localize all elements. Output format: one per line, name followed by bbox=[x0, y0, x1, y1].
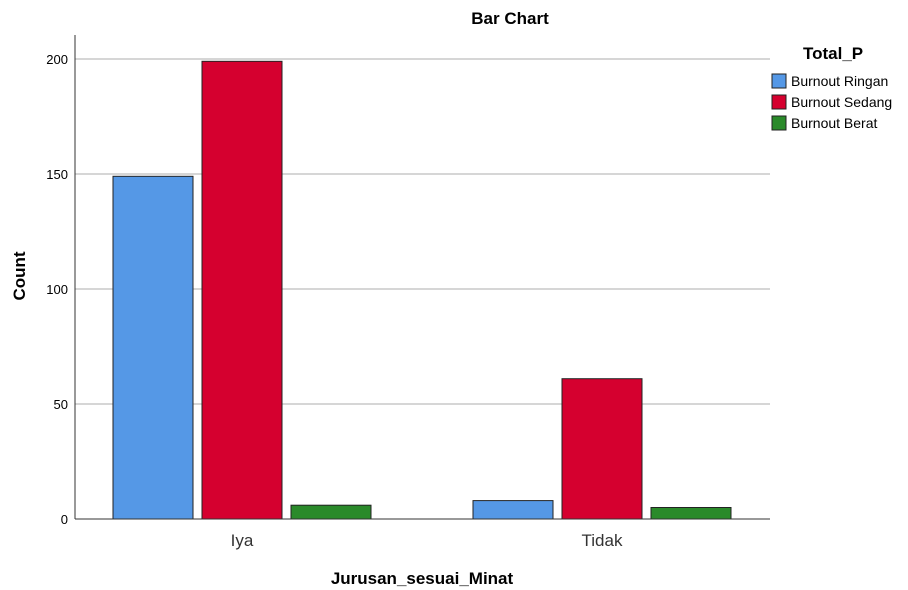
legend-title: Total_P bbox=[803, 44, 863, 63]
x-category-label: Tidak bbox=[582, 531, 623, 550]
bar-iya-burnout-ringan bbox=[112, 175, 194, 520]
legend-label: Burnout Ringan bbox=[791, 73, 888, 89]
legend-label: Burnout Sedang bbox=[791, 94, 892, 110]
axes bbox=[74, 35, 770, 520]
bars bbox=[112, 60, 732, 520]
bar-tidak-burnout-ringan bbox=[472, 500, 554, 520]
y-tick-label: 100 bbox=[46, 282, 68, 297]
y-tick-label: 150 bbox=[46, 167, 68, 182]
y-axis-title: Count bbox=[10, 251, 29, 300]
y-tick-labels: 0 50 100 150 200 bbox=[46, 52, 68, 527]
legend-swatch bbox=[771, 94, 787, 110]
x-category-label: Iya bbox=[231, 531, 254, 550]
bar-iya-burnout-sedang bbox=[201, 60, 283, 520]
bar-tidak-burnout-berat bbox=[650, 507, 732, 520]
bar-tidak-burnout-sedang bbox=[561, 378, 643, 520]
y-tick-label: 200 bbox=[46, 52, 68, 67]
x-category-labels: Iya Tidak bbox=[231, 531, 623, 550]
chart-title: Bar Chart bbox=[471, 9, 549, 28]
legend: Total_P Burnout Ringan Burnout Sedang Burn… bbox=[771, 44, 892, 131]
legend-swatch bbox=[771, 73, 787, 89]
legend-label: Burnout Berat bbox=[791, 115, 877, 131]
y-tick-label: 50 bbox=[54, 397, 68, 412]
bar-iya-burnout-berat bbox=[290, 504, 372, 520]
y-tick-label: 0 bbox=[61, 512, 68, 527]
x-axis-title: Jurusan_sesuai_Minat bbox=[331, 569, 514, 588]
legend-swatch bbox=[771, 115, 787, 131]
